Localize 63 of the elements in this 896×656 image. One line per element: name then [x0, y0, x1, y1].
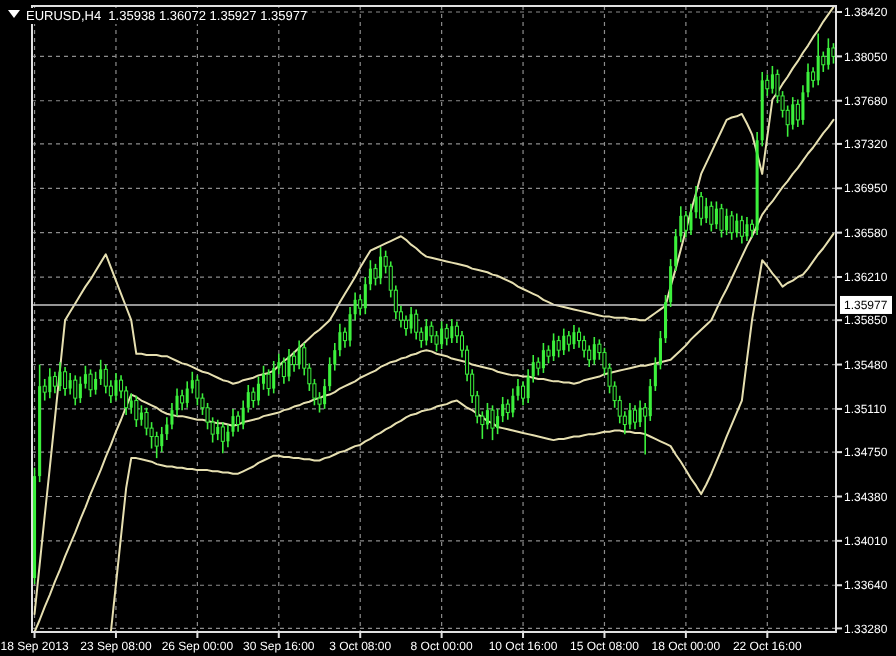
candlestick [719, 203, 724, 239]
candlestick [272, 360, 276, 395]
candlestick [490, 404, 495, 441]
candlestick [88, 368, 93, 398]
candlestick [379, 246, 383, 286]
candlestick [745, 216, 749, 242]
candlestick [403, 314, 409, 337]
candlestick [709, 200, 714, 233]
candlestick [103, 363, 108, 395]
candlestick [485, 402, 489, 431]
candlestick [816, 32, 820, 86]
candlestick [409, 306, 413, 335]
candlestick [572, 324, 576, 350]
candlestick [180, 388, 185, 411]
candlestick [577, 326, 582, 349]
candlestick [281, 356, 286, 385]
candlestick [683, 210, 688, 239]
candlestick [424, 318, 428, 347]
candlestick [450, 318, 454, 344]
candlestick [587, 344, 592, 368]
candlestick [266, 368, 271, 397]
candlestick [566, 330, 571, 353]
candlestick [582, 334, 587, 359]
candlestick [714, 200, 718, 230]
candlestick [52, 370, 57, 395]
candlestick [826, 37, 830, 71]
candlestick [628, 402, 632, 431]
candlestick [632, 404, 638, 431]
candlestick [699, 191, 704, 227]
candlestick [220, 421, 225, 455]
candlestick [48, 367, 52, 399]
candlestick [297, 339, 301, 371]
candlestick [251, 386, 256, 409]
candlestick [735, 212, 739, 239]
candlestick [185, 380, 189, 409]
candlestick [414, 308, 419, 341]
candlestick [770, 65, 774, 95]
candlestick [440, 320, 444, 350]
candlestick [73, 374, 78, 407]
candlestick [139, 404, 143, 427]
candlestick [704, 197, 708, 224]
candlestick [541, 342, 545, 374]
candlestick [63, 366, 68, 397]
candlestick [592, 336, 596, 366]
line-series [109, 232, 835, 633]
candlestick [429, 320, 434, 344]
candlestick [831, 42, 836, 65]
candlestick [134, 394, 139, 428]
candlestick [444, 323, 449, 347]
candlestick [58, 361, 62, 392]
candlestick [154, 430, 159, 459]
candlestick [739, 215, 744, 245]
candlestick [129, 392, 133, 415]
candlestick [556, 334, 561, 359]
candlestick [562, 327, 566, 356]
candlestick [511, 387, 515, 419]
candlestick [729, 210, 734, 241]
candlestick [195, 374, 200, 407]
candlestick [114, 372, 118, 402]
candlestick [791, 96, 795, 131]
candlestick [552, 332, 556, 362]
candlestick [287, 348, 291, 383]
candlestick [725, 207, 729, 236]
